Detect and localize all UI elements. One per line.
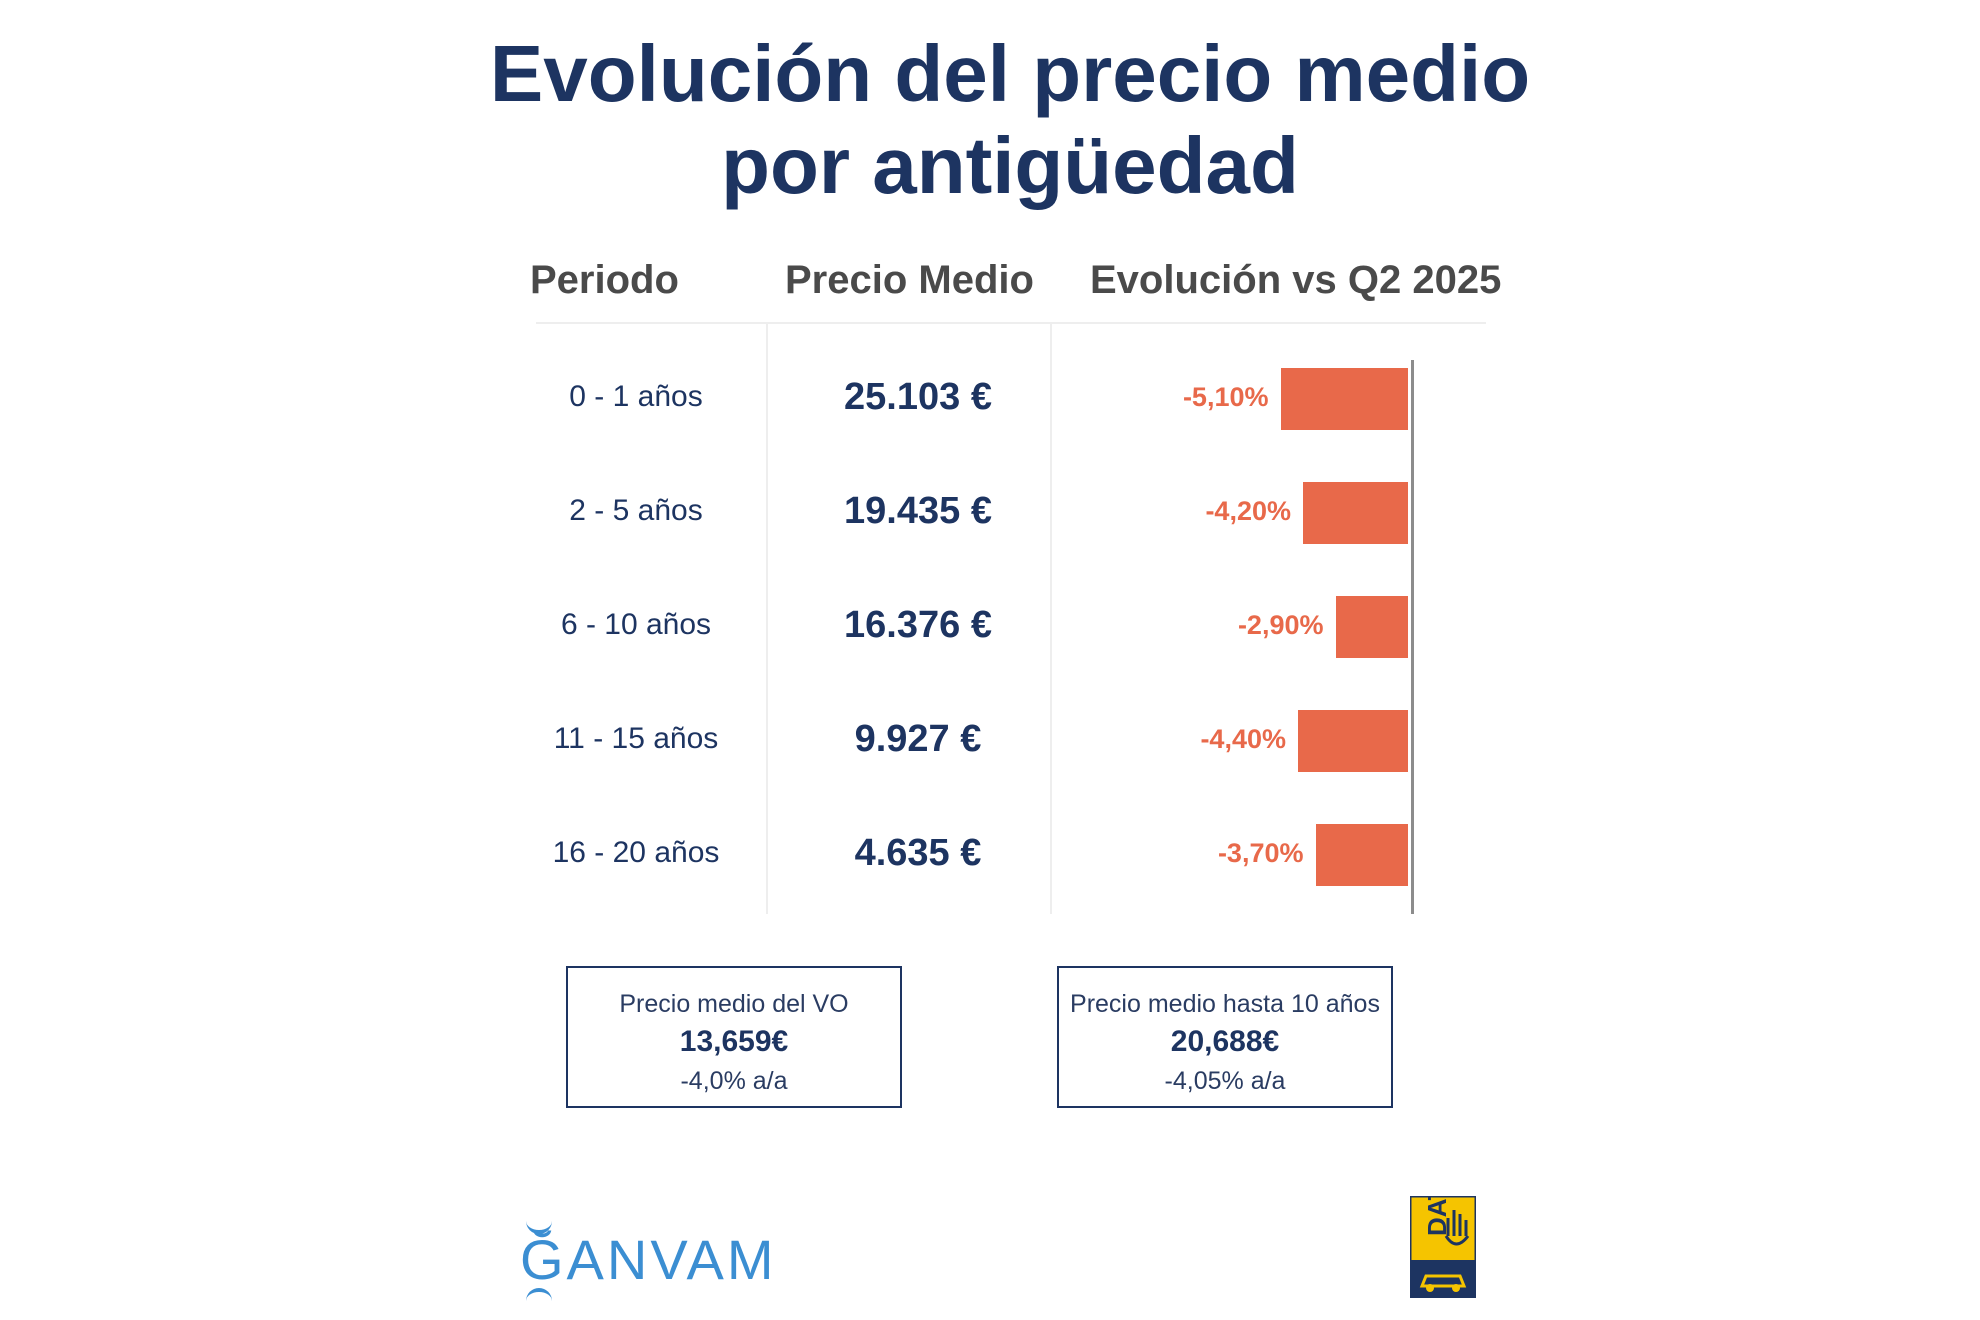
header-precio-medio: Precio Medio <box>785 258 1034 302</box>
summary-vo-label: Precio medio del VO <box>619 990 849 1018</box>
row-precio-value: 4.635 € <box>854 832 982 874</box>
page-title: Evolución del precio medio por antigüeda… <box>0 28 1980 212</box>
ganvam-logo: ĞANVAM <box>520 1228 777 1291</box>
summary-vo-value: 13,659€ <box>679 1025 789 1058</box>
header-evolucion: Evolución vs Q2 2025 <box>1090 258 1502 302</box>
row-evolucion-label: -5,10% <box>1182 382 1269 412</box>
row-periodo-label: 6 - 10 años <box>560 608 712 641</box>
row-evolucion-bar <box>1335 596 1408 658</box>
row-precio-value: 25.103 € <box>844 376 992 418</box>
ganvam-logo-arc-bottom <box>526 1288 552 1302</box>
summary-vo-change: -4,0% a/a <box>680 1067 788 1095</box>
row-precio-value: 19.435 € <box>844 490 992 532</box>
row-evolucion-bar <box>1280 368 1408 430</box>
row-evolucion-bar <box>1315 824 1408 886</box>
row-precio-value: 16.376 € <box>844 604 992 646</box>
row-evolucion-bar <box>1303 482 1408 544</box>
bar-axis-line <box>1411 360 1414 914</box>
column-separator-1 <box>766 324 768 914</box>
row-periodo-label: 11 - 15 años <box>553 722 719 755</box>
title-line-2: por antigüedad <box>721 121 1299 210</box>
row-evolucion-label: -4,20% <box>1205 496 1291 526</box>
row-evolucion-label: -3,70% <box>1217 838 1304 868</box>
row-evolucion-label: -4,40% <box>1200 724 1286 754</box>
summary-hasta10-label: Precio medio hasta 10 años <box>1070 990 1380 1018</box>
row-evolucion-bar <box>1298 710 1408 772</box>
header-periodo: Periodo <box>530 258 679 302</box>
summary-hasta10-change: -4,05% a/a <box>1164 1067 1286 1095</box>
hand-icon <box>1444 1210 1470 1246</box>
summary-box-hasta-10: Precio medio hasta 10 años 20,688€ -4,05… <box>1057 966 1393 1108</box>
dat-logo: DAT <box>1410 1196 1476 1298</box>
row-evolucion-label: -2,90% <box>1237 610 1324 640</box>
header-divider <box>536 322 1486 324</box>
row-periodo-label: 0 - 1 años <box>569 380 703 413</box>
car-icon <box>1419 1274 1467 1288</box>
summary-hasta10-value: 20,688€ <box>1170 1025 1280 1058</box>
row-precio-value: 9.927 € <box>854 718 982 760</box>
summary-box-vo: Precio medio del VO 13,659€ -4,0% a/a <box>566 966 902 1108</box>
title-line-1: Evolución del precio medio <box>489 29 1531 118</box>
row-periodo-label: 2 - 5 años <box>569 494 703 527</box>
ganvam-logo-arc-top <box>526 1220 552 1234</box>
row-periodo-label: 16 - 20 años <box>552 836 720 869</box>
column-separator-2 <box>1050 324 1052 914</box>
